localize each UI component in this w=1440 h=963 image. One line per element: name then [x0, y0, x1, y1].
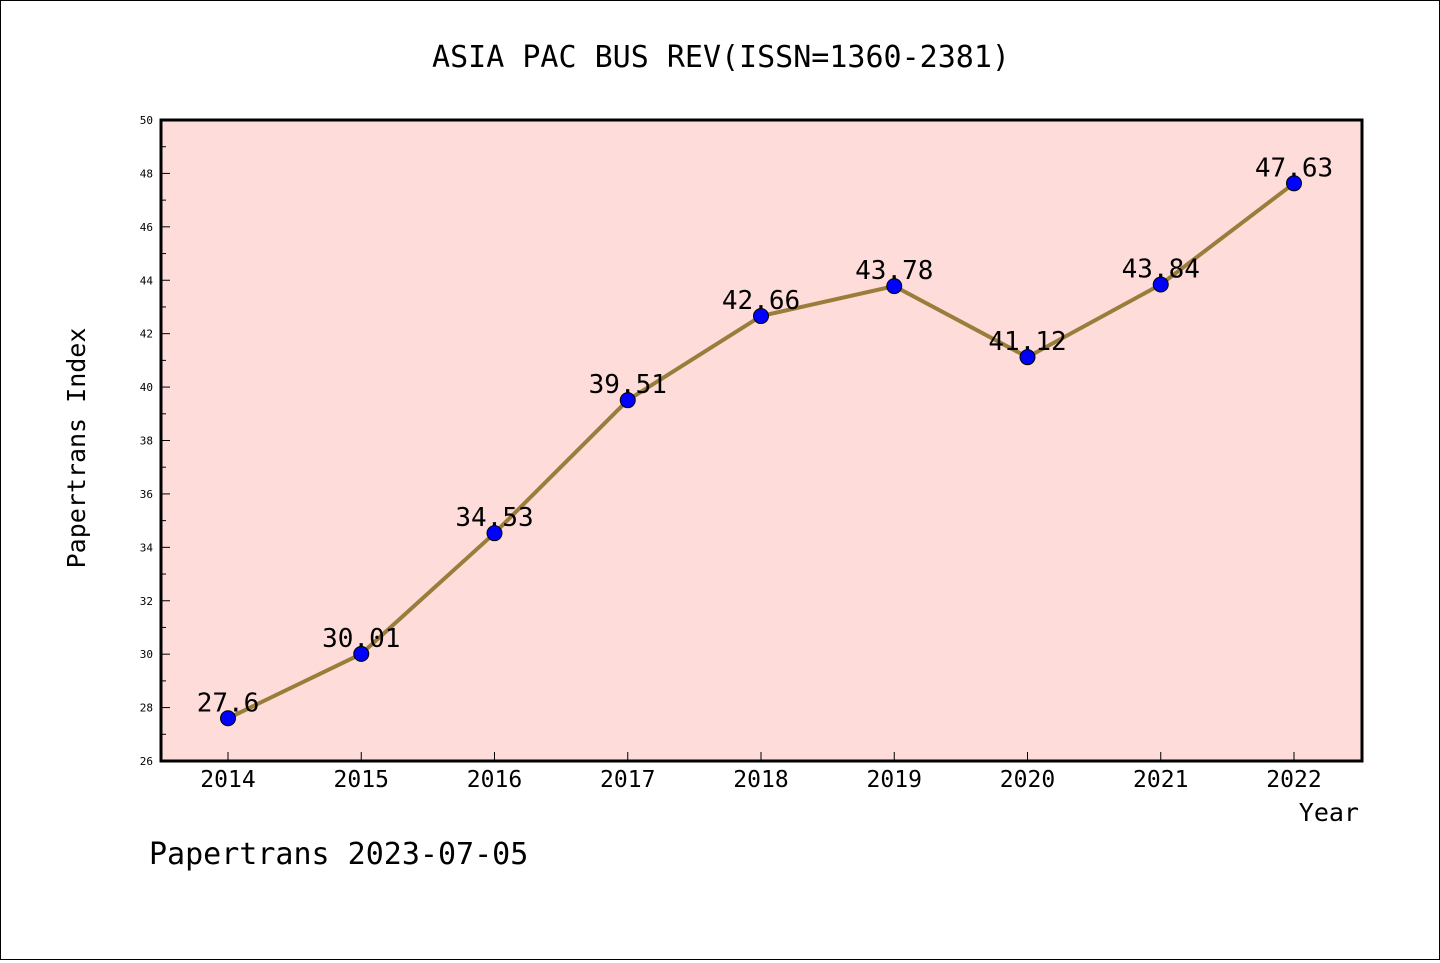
y-axis: 26 28 30 32 34 36 38 40 42 44 46 48 50 [140, 114, 170, 768]
data-point [353, 645, 370, 662]
y-tick-label: 32 [140, 595, 153, 608]
y-tick-label: 44 [140, 274, 154, 287]
y-tick-label: 30 [140, 648, 153, 661]
data-point [753, 308, 769, 325]
y-axis-title: Papertrans Index [62, 328, 91, 569]
data-point [220, 710, 236, 727]
y-tick-label: 46 [140, 221, 153, 234]
data-label: 43.78 [855, 256, 933, 286]
x-tick-label: 2018 [733, 767, 788, 793]
data-label: 43.84 [1122, 255, 1200, 285]
x-tick-label: 2020 [1000, 767, 1055, 793]
data-label: 39.51 [589, 370, 667, 400]
data-label: 47.63 [1255, 153, 1333, 183]
data-point [1286, 175, 1302, 192]
x-tick-label: 2019 [867, 767, 922, 793]
data-label: 41.12 [988, 327, 1066, 357]
x-axis: 2014 2015 2016 2017 2018 2019 2020 2021 2022 [200, 752, 1322, 793]
y-tick-label: 34 [140, 541, 154, 554]
y-tick-label: 40 [140, 381, 153, 394]
data-point [886, 278, 903, 295]
data-point [1019, 349, 1036, 366]
y-tick-label: 38 [140, 435, 153, 448]
y-tick-label: 50 [140, 114, 153, 127]
data-point [619, 392, 636, 409]
data-point [1152, 276, 1169, 293]
series-markers [220, 175, 1302, 727]
data-label: 30.01 [322, 624, 400, 654]
x-tick-label: 2017 [600, 767, 655, 793]
x-tick-label: 2022 [1266, 767, 1321, 793]
x-tick-label: 2015 [334, 767, 389, 793]
x-axis-title: Year [1299, 798, 1359, 827]
data-labels: 27.6 30.01 34.53 39.51 42.66 43.78 41.12 43.84 4… [197, 153, 1333, 718]
footer-text: Papertrans 2023-07-05 [149, 837, 528, 872]
plot-border [159, 118, 1364, 763]
data-label: 34.53 [455, 503, 533, 533]
data-label: 27.6 [197, 688, 260, 718]
data-point [486, 525, 503, 542]
y-tick-label: 36 [140, 488, 153, 501]
y-tick-label: 26 [140, 755, 153, 768]
x-tick-label: 2016 [467, 767, 522, 793]
y-tick-label: 28 [140, 702, 153, 715]
x-tick-label: 2014 [200, 767, 255, 793]
chart-title: ASIA PAC BUS REV(ISSN=1360-2381) [432, 40, 1010, 75]
y-tick-label: 48 [140, 167, 153, 180]
y-tick-label: 42 [140, 328, 153, 341]
x-tick-label: 2021 [1133, 767, 1188, 793]
data-label: 42.66 [722, 286, 800, 316]
